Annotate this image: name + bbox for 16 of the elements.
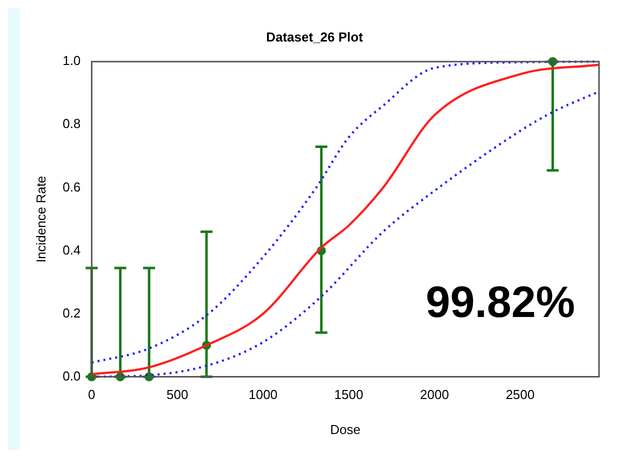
x-tick-label: 2500 <box>506 387 535 402</box>
chart-title: Dataset_26 Plot <box>266 29 364 44</box>
y-tick-label: 0.0 <box>62 368 81 384</box>
y-tick-label: 0.2 <box>62 305 81 320</box>
y-tick-label: 0.6 <box>62 179 81 194</box>
annotation: 99.82% <box>426 278 575 327</box>
y-tick-label: 0.4 <box>62 242 81 258</box>
y-tick-label: 0.8 <box>62 116 81 132</box>
x-tick-label: 0 <box>88 387 96 402</box>
y-tick-label: 1.0 <box>62 53 81 68</box>
x-tick-label: 1000 <box>248 387 278 402</box>
x-axis-title: Dose <box>330 422 361 437</box>
x-tick-label: 1500 <box>334 387 364 402</box>
y-axis-title: Incidence Rate <box>33 176 48 263</box>
x-tick-label: 2000 <box>420 387 449 402</box>
x-tick-label: 500 <box>166 387 188 402</box>
